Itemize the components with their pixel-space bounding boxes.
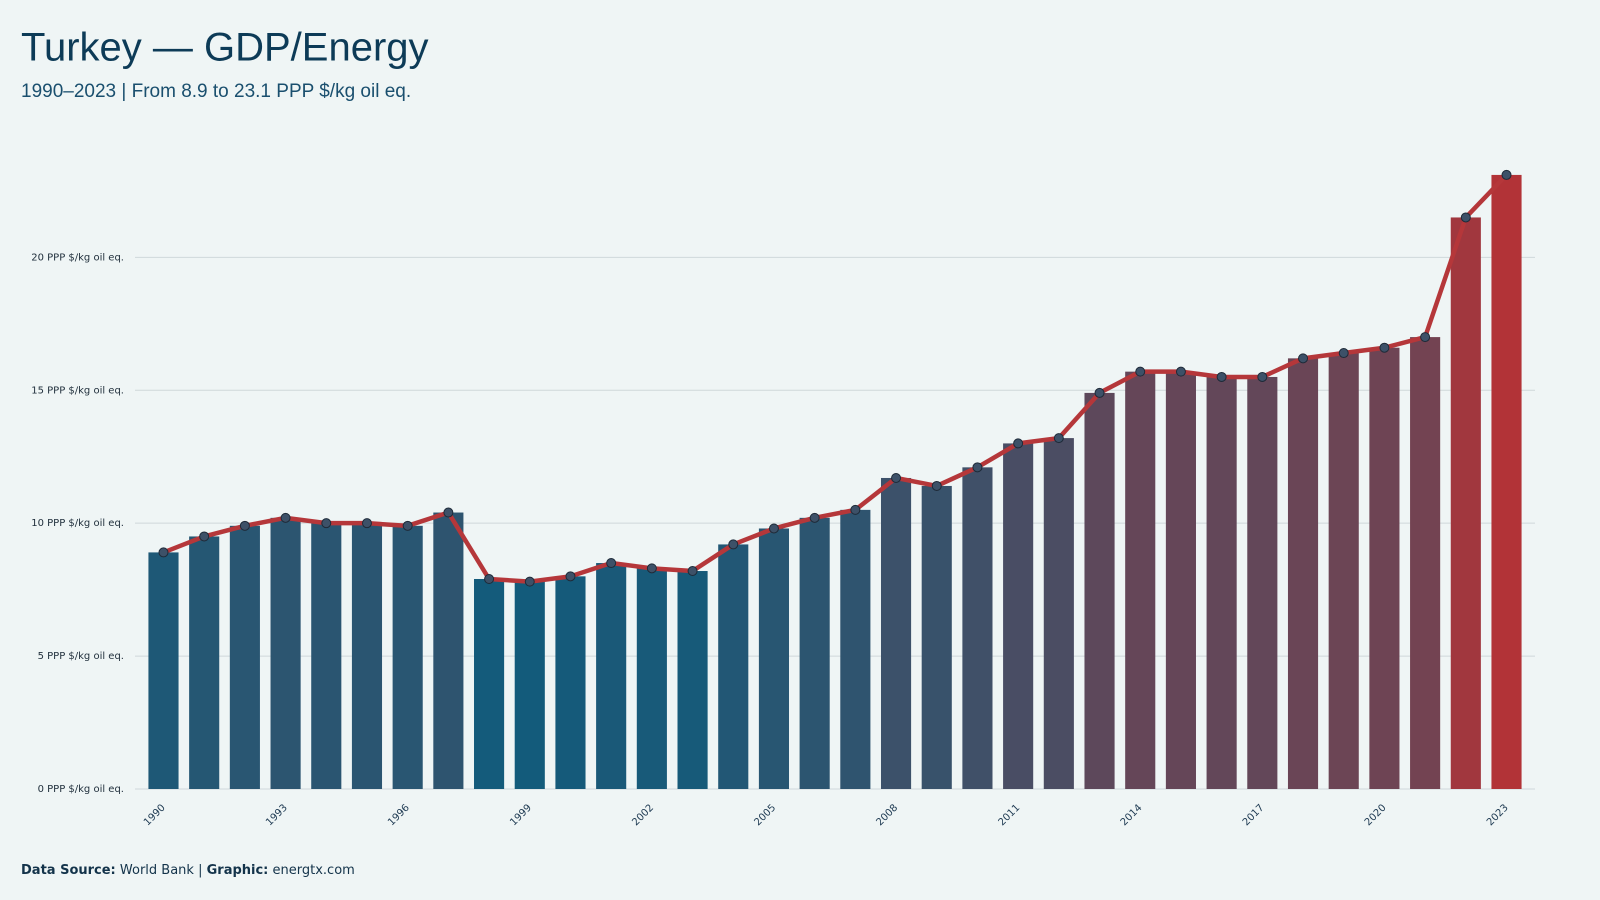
bar xyxy=(1125,371,1156,789)
marker xyxy=(1257,371,1268,382)
marker xyxy=(1338,348,1349,359)
marker xyxy=(280,512,291,523)
bar xyxy=(1450,217,1481,790)
marker xyxy=(484,573,495,584)
marker xyxy=(321,518,332,529)
x-tick-label: 1993 xyxy=(264,802,290,828)
bar xyxy=(1287,358,1319,789)
marker xyxy=(524,576,535,587)
bar xyxy=(1206,376,1237,789)
marker xyxy=(199,531,210,542)
bar xyxy=(433,512,464,789)
x-tick-label: 2008 xyxy=(875,802,901,828)
bar xyxy=(596,563,627,789)
x-tick-label: 2017 xyxy=(1241,802,1267,828)
marker xyxy=(361,518,372,529)
footer-text: World Bank | xyxy=(120,863,203,878)
bar xyxy=(1043,438,1074,789)
bar xyxy=(1491,174,1522,790)
x-tick-label: 1990 xyxy=(142,802,168,828)
marker xyxy=(809,512,820,523)
bar xyxy=(718,544,749,789)
bar xyxy=(677,571,708,789)
x-tick-label: 1999 xyxy=(508,802,534,828)
marker xyxy=(891,472,902,483)
marker xyxy=(1379,342,1390,353)
x-tick-label: 2014 xyxy=(1119,802,1145,828)
bar xyxy=(1084,392,1115,789)
marker xyxy=(1175,366,1186,377)
marker xyxy=(728,539,739,550)
marker xyxy=(1298,353,1309,364)
x-tick-label: 2002 xyxy=(630,802,656,828)
marker xyxy=(158,547,169,558)
bar xyxy=(880,477,912,789)
bar xyxy=(189,536,220,789)
bar xyxy=(514,581,545,789)
bar xyxy=(270,517,301,789)
bar xyxy=(555,576,586,789)
marker xyxy=(402,520,413,531)
marker xyxy=(1135,366,1146,377)
bar xyxy=(148,552,179,789)
line xyxy=(162,173,1509,584)
marker xyxy=(443,507,454,518)
bar xyxy=(1003,443,1034,789)
marker xyxy=(1094,387,1105,398)
marker xyxy=(1013,438,1024,449)
bar xyxy=(758,528,790,789)
y-tick-label: 5 PPP $/kg oil eq. xyxy=(38,651,124,662)
bar xyxy=(1410,337,1441,789)
bar xyxy=(229,525,260,789)
y-tick-label: 0 PPP $/kg oil eq. xyxy=(38,784,124,795)
bar xyxy=(1165,371,1196,789)
bar xyxy=(840,509,871,789)
x-tick-label: 2005 xyxy=(752,802,778,828)
y-tick-label: 15 PPP $/kg oil eq. xyxy=(31,385,124,396)
marker xyxy=(606,558,617,569)
bar xyxy=(636,568,667,789)
footer-label: Data Source: xyxy=(21,863,116,878)
footer-label: Graphic: xyxy=(207,863,269,878)
bar xyxy=(311,523,342,789)
marker xyxy=(768,523,779,534)
marker xyxy=(565,571,576,582)
marker xyxy=(1460,212,1471,223)
y-tick-label: 10 PPP $/kg oil eq. xyxy=(31,518,124,529)
bar xyxy=(1369,347,1400,789)
x-tick-label: 2011 xyxy=(997,802,1023,828)
bar xyxy=(921,485,952,789)
marker xyxy=(1053,433,1064,444)
bar xyxy=(799,517,830,789)
marker xyxy=(931,480,942,491)
marker xyxy=(850,504,861,515)
footer-text: energtx.com xyxy=(273,863,355,878)
y-tick-label: 20 PPP $/kg oil eq. xyxy=(31,252,124,263)
x-tick-label: 1996 xyxy=(386,802,412,828)
bar xyxy=(962,467,993,789)
chart-subtitle: 1990–2023 | From 8.9 to 23.1 PPP $/kg oi… xyxy=(21,81,411,102)
bar xyxy=(1328,353,1359,789)
bar xyxy=(351,523,383,789)
bar xyxy=(474,578,505,789)
marker xyxy=(646,563,657,574)
bar xyxy=(392,525,423,789)
marker xyxy=(972,462,983,473)
marker xyxy=(1501,169,1512,180)
x-tick-label: 2020 xyxy=(1363,802,1389,828)
marker xyxy=(1420,332,1431,343)
marker xyxy=(239,520,250,531)
marker xyxy=(687,566,698,577)
footer: Data Source: World Bank | Graphic: energ… xyxy=(21,863,355,878)
bar xyxy=(1247,376,1278,789)
chart-title: Turkey — GDP/Energy xyxy=(21,26,429,70)
x-tick-label: 2023 xyxy=(1485,802,1511,828)
marker xyxy=(1216,371,1227,382)
